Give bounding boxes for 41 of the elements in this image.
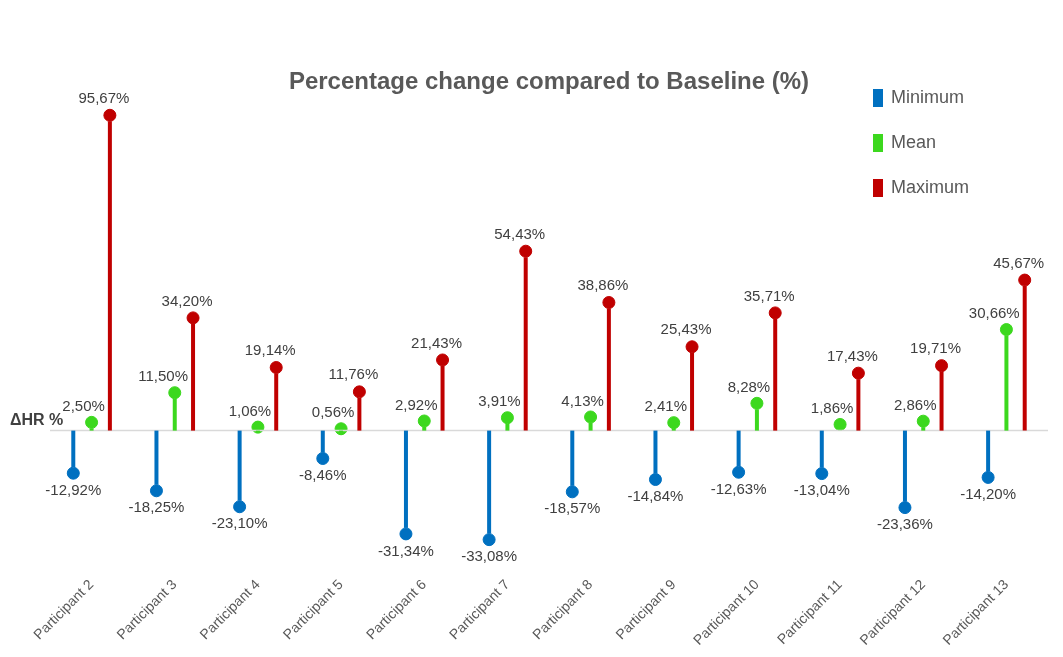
data-label: 30,66% bbox=[968, 304, 1020, 322]
data-label: 2,86% bbox=[894, 395, 937, 413]
legend-label: Minimum bbox=[891, 86, 965, 107]
data-label: 54,43% bbox=[494, 224, 546, 242]
data-label: 2,92% bbox=[395, 395, 438, 413]
data-label: -13,04% bbox=[793, 481, 850, 499]
data-label: 19,14% bbox=[244, 341, 296, 359]
data-label: 8,28% bbox=[727, 377, 771, 395]
data-label: 3,91% bbox=[478, 392, 521, 410]
legend-label: Mean bbox=[891, 131, 937, 152]
data-label: 2,50% bbox=[62, 397, 105, 415]
data-label: 2,41% bbox=[644, 397, 688, 415]
data-label: -31,34% bbox=[378, 541, 434, 559]
data-label: -14,20% bbox=[960, 485, 1017, 503]
data-label: -23,10% bbox=[211, 514, 268, 532]
data-label: 35,71% bbox=[743, 286, 795, 304]
data-label: -12,63% bbox=[710, 479, 767, 497]
data-label: -12,92% bbox=[45, 480, 102, 498]
data-label: 1,86% bbox=[810, 399, 854, 417]
data-label: 19,71% bbox=[910, 339, 961, 357]
y-axis-title: ΔHR % bbox=[10, 411, 64, 429]
data-label: -14,84% bbox=[627, 487, 684, 505]
data-label: -33,08% bbox=[461, 547, 518, 565]
data-label: 45,67% bbox=[993, 253, 1045, 271]
data-label: 34,20% bbox=[161, 291, 213, 309]
data-label: -18,25% bbox=[128, 498, 185, 516]
chart-title: Percentage change compared to Baseline (%) bbox=[288, 67, 810, 95]
data-label: 11,76% bbox=[328, 365, 379, 383]
data-label: 25,43% bbox=[660, 320, 712, 338]
data-label: 38,86% bbox=[577, 276, 629, 294]
data-label: 4,13% bbox=[561, 391, 604, 409]
data-label: 0,56% bbox=[311, 403, 355, 421]
data-label: 17,43% bbox=[826, 346, 878, 364]
data-label: -8,46% bbox=[299, 466, 347, 484]
data-label: 95,67% bbox=[78, 88, 130, 106]
data-label: 11,50% bbox=[138, 367, 189, 385]
data-label: -18,57% bbox=[544, 499, 601, 517]
legend-label: Maximum bbox=[891, 176, 970, 197]
data-label: -23,36% bbox=[877, 515, 933, 533]
data-label: 21,43% bbox=[411, 333, 462, 351]
data-label: 1,06% bbox=[228, 401, 272, 419]
